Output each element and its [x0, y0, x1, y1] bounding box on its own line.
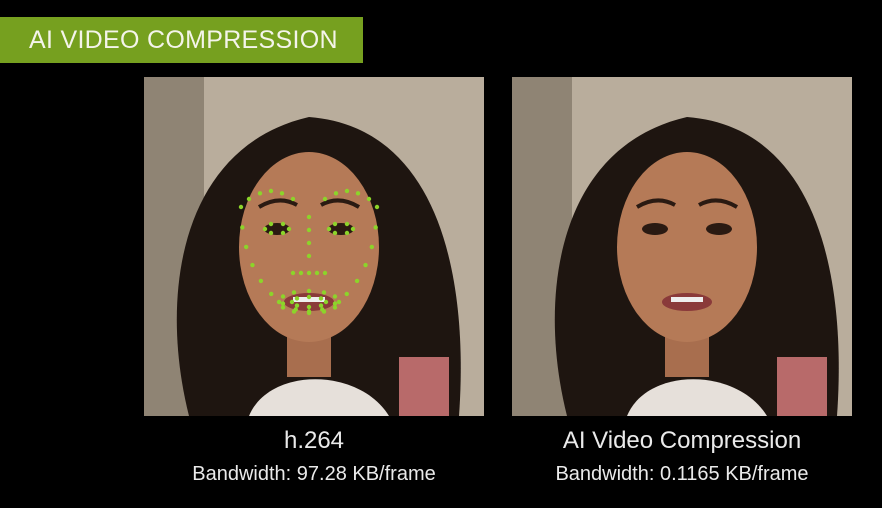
- landmark-dot: [291, 309, 297, 314]
- landmark-dot: [268, 221, 274, 227]
- landmark-dot: [322, 196, 328, 202]
- landmark-dot: [306, 227, 312, 233]
- landmark-dot: [294, 303, 300, 308]
- landmark-dot: [344, 221, 350, 227]
- landmark-dot: [333, 191, 339, 196]
- teeth: [293, 297, 325, 302]
- landmark-dot: [354, 278, 360, 284]
- banner-title: AI VIDEO COMPRESSION: [29, 25, 338, 54]
- h264-label: h.264: [283, 427, 345, 454]
- landmark-dot: [318, 296, 324, 301]
- face-image-h264: [144, 77, 484, 416]
- landmark-dot: [246, 196, 252, 202]
- right-eyebrow: [320, 198, 361, 209]
- landmark-dot: [306, 240, 312, 246]
- sweater: [399, 357, 449, 416]
- landmark-dot: [344, 188, 350, 194]
- left-eyebrow: [257, 198, 298, 209]
- landmark-dot: [290, 196, 296, 202]
- landmark-dot: [268, 230, 274, 236]
- landmark-dot: [243, 244, 249, 250]
- landmark-dot: [326, 226, 332, 232]
- landmark-dot: [258, 278, 264, 284]
- landmark-dot: [240, 225, 245, 230]
- shirt: [249, 379, 389, 416]
- landmark-dot: [306, 288, 312, 294]
- landmark-dot: [355, 191, 361, 196]
- landmark-dot: [291, 290, 297, 295]
- landmark-dot: [332, 294, 338, 299]
- face: [617, 152, 757, 342]
- ai-label: AI Video Compression: [562, 427, 802, 454]
- landmark-dot: [332, 301, 338, 306]
- left-eye: [264, 223, 290, 235]
- landmark-dot: [366, 196, 372, 202]
- right-eyebrow: [698, 198, 739, 209]
- right-eye: [328, 223, 354, 235]
- teeth: [671, 297, 703, 302]
- landmark-dot: [290, 270, 296, 276]
- landmark-dot: [280, 230, 286, 236]
- landmark-dot: [323, 299, 329, 305]
- landmark-dot: [344, 291, 349, 297]
- landmark-dot: [350, 226, 356, 232]
- h264-caption: h.264 Bandwidth: 97.28 KB/frame: [104, 423, 524, 489]
- landmark-dot: [369, 244, 375, 250]
- landmark-dot: [280, 294, 286, 299]
- landmark-dot: [374, 204, 380, 210]
- ai-bandwidth: Bandwidth: 0.1165 KB/frame: [555, 463, 809, 485]
- landmark-dot: [298, 270, 304, 276]
- sweater: [777, 357, 827, 416]
- landmark-dot: [332, 221, 338, 227]
- h264-video-frame: [144, 77, 484, 416]
- landmark-dot: [318, 303, 324, 308]
- landmark-dot: [269, 291, 274, 297]
- landmark-dot: [279, 191, 285, 196]
- landmark-dot: [289, 299, 295, 305]
- landmark-dot: [238, 204, 244, 210]
- landmark-dot: [276, 299, 282, 305]
- landmark-dot: [280, 221, 286, 227]
- landmark-dot: [306, 253, 312, 259]
- shirt: [627, 379, 767, 416]
- landmark-dot: [314, 270, 320, 276]
- h264-bandwidth: Bandwidth: 97.28 KB/frame: [192, 463, 436, 485]
- landmark-dot: [257, 191, 263, 196]
- ai-video-frame: [512, 77, 852, 416]
- landmark-dot: [336, 299, 342, 305]
- face-image-ai: [512, 77, 852, 416]
- landmark-dot: [306, 304, 312, 310]
- landmark-dot: [344, 230, 350, 236]
- landmark-dot: [280, 305, 286, 310]
- landmark-dot: [250, 262, 255, 268]
- landmark-dot: [332, 305, 338, 310]
- landmark-dot: [321, 309, 327, 314]
- landmark-dot: [262, 226, 268, 232]
- right-eye: [706, 223, 732, 235]
- ai-caption: AI Video Compression Bandwidth: 0.1165 K…: [472, 423, 882, 489]
- landmark-dot: [373, 225, 378, 230]
- left-eye: [642, 223, 668, 235]
- landmark-dot: [306, 310, 312, 316]
- title-banner: AI VIDEO COMPRESSION: [0, 17, 363, 63]
- landmark-dot: [286, 226, 292, 232]
- landmark-dot: [363, 262, 368, 268]
- landmark-dot: [332, 230, 338, 236]
- landmark-dot: [294, 296, 300, 301]
- landmark-dot: [306, 294, 312, 300]
- landmark-dot: [268, 188, 274, 194]
- landmark-dot: [280, 301, 286, 306]
- landmark-dot: [306, 270, 312, 276]
- landmark-dot: [306, 214, 312, 220]
- landmark-dot: [321, 290, 327, 295]
- landmark-dot: [322, 270, 328, 276]
- left-eyebrow: [635, 198, 676, 209]
